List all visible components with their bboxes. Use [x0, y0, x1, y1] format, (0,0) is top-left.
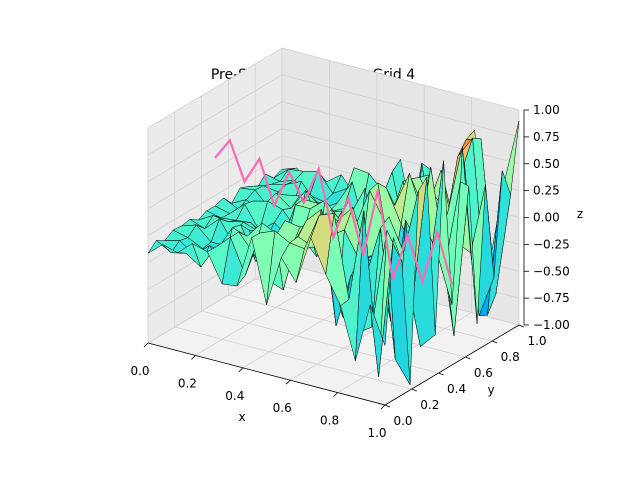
y-tick — [438, 372, 444, 376]
surface-plot — [147, 120, 520, 386]
x-tick-label: 0.6 — [273, 401, 292, 415]
y-tick-label: 0.0 — [393, 414, 412, 428]
z-tick-label: 1.00 — [533, 103, 560, 117]
y-tick-label: 1.0 — [527, 334, 546, 348]
axes-ticks: 0.0 0.2 0.4 0.6 0.8 1.0 0.0 0.2 0.4 0.6 0.8 1.0 −1.0… — [130, 103, 569, 440]
y-tick — [465, 356, 471, 360]
x-tick-label: 1.0 — [367, 426, 386, 440]
x-axis-label: x — [238, 410, 245, 424]
z-gridline — [147, 128, 520, 209]
y-tick — [411, 388, 417, 392]
x-tick — [285, 379, 291, 385]
z-tick-label: 0.00 — [533, 211, 560, 225]
z-tick-label: −0.75 — [533, 291, 570, 305]
z-axis-label: z — [577, 207, 583, 221]
x-tick-label: 0.2 — [178, 376, 197, 390]
x-tick — [191, 355, 196, 360]
y-tick — [384, 404, 391, 408]
y-axis-label: y — [487, 383, 494, 397]
y-tick — [492, 340, 498, 344]
x-tick-label: 0.4 — [225, 389, 244, 403]
y-tick-label: 0.6 — [474, 366, 493, 380]
x-tick — [333, 392, 338, 397]
x-tick — [380, 404, 386, 410]
z-tick-label: 0.50 — [533, 157, 560, 171]
x-tick-label: 0.8 — [320, 414, 339, 428]
z-gridline — [147, 74, 520, 156]
z-tick-label: −0.25 — [533, 237, 570, 251]
x-tick — [143, 342, 149, 348]
y-tick-label: 0.4 — [447, 382, 466, 396]
z-tick-label: −0.50 — [533, 264, 570, 278]
y-tick — [518, 324, 525, 328]
z-tick-label: −1.00 — [533, 318, 570, 332]
y-tick-label: 0.2 — [420, 398, 439, 412]
x-tick — [238, 367, 244, 373]
x-axis-line — [147, 342, 386, 406]
y-tick-label: 0.8 — [501, 350, 520, 364]
x-tick-label: 0.0 — [130, 364, 149, 378]
z-gridline — [147, 47, 520, 129]
surface-face — [369, 237, 394, 377]
line-series — [214, 138, 454, 286]
z-tick-label: 0.25 — [533, 184, 560, 198]
z-gridline — [147, 101, 520, 183]
y-axis-line — [384, 324, 520, 406]
line-series-path — [214, 138, 454, 286]
z-tick-label: 0.75 — [533, 130, 560, 144]
